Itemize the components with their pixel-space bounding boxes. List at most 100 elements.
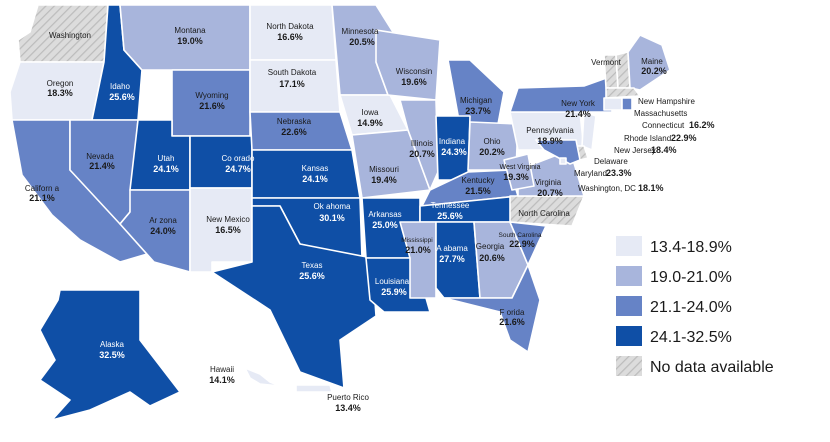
state-label-mo: Missouri [369,165,399,174]
state-value-dc: 18.1% [638,183,664,193]
state-label-il: Illinois [411,139,433,148]
legend-swatch-4 [616,326,642,346]
state-label-pr: Puerto Rico [327,393,369,402]
state-value-wy: 21.6% [199,101,225,111]
state-label-wi: Wisconsin [396,67,432,76]
state-label-hi: Hawaii [210,365,234,374]
state-value-va: 20.7% [537,188,563,198]
state-label-me: Maine [641,57,663,66]
state-label-nc: North Carolina [518,209,570,218]
state-value-ne: 22.6% [281,127,307,137]
state-ms [399,221,437,299]
state-value-wi: 19.6% [401,77,427,87]
state-label-ga: Georgia [476,242,505,251]
state-fl [443,264,541,353]
state-value-wv: 19.3% [503,172,529,182]
state-value-sd: 17.1% [279,79,305,89]
state-label-nm: New Mexico [206,215,250,224]
state-value-ut: 24.1% [153,164,179,174]
state-value-mn: 20.5% [349,37,375,47]
state-label-tn: Tennessee [431,201,470,210]
state-value-az: 24.0% [150,226,176,236]
state-label-va: Virginia [535,178,562,187]
state-value-la: 25.9% [381,287,407,297]
state-label-tx: Texas [302,261,323,270]
legend-swatch-5 [616,356,642,376]
state-pr [295,384,333,393]
state-ny [509,75,613,113]
state-label-de: Delaware [594,157,628,166]
state-ri [621,97,633,111]
state-value-hi: 14.1% [209,375,235,385]
state-label-id: Idaho [110,82,131,91]
state-value-fl: 21.6% [499,317,525,327]
state-value-oh: 20.2% [479,147,505,157]
state-value-al: 27.7% [439,254,465,264]
state-label-ia: Iowa [362,108,379,117]
state-value-or: 18.3% [47,88,73,98]
legend-label-3: 21.1-24.0% [650,299,732,316]
state-label-wv: West Virginia [500,164,541,171]
state-label-in: Indiana [439,137,466,146]
state-value-mi: 23.7% [465,106,491,116]
legend-swatch-1 [616,236,642,256]
state-value-mt: 19.0% [177,36,203,46]
state-value-id: 25.6% [109,92,135,102]
state-label-mt: Montana [174,26,206,35]
state-value-ak: 32.5% [99,350,125,360]
state-value-pr: 13.4% [335,403,361,413]
state-value-nm: 16.5% [215,225,241,235]
state-label-az: Ar zona [149,216,177,225]
state-label-ne: Nebraska [277,117,312,126]
state-hi [244,367,281,387]
state-label-ca: Californ a [25,184,60,193]
state-value-il: 20.7% [409,149,435,159]
state-label-ks: Kansas [302,164,329,173]
state-label-nv: Nevada [86,152,114,161]
state-value-md: 23.3% [606,168,632,178]
state-value-ms: 21.0% [405,245,431,255]
state-value-me: 20.2% [641,66,667,76]
state-label-mi: Michigan [460,96,492,105]
legend-label-5: No data available [650,359,774,376]
state-label-sd: South Dakota [268,68,317,77]
state-dc [559,157,567,165]
state-label-or: Oregon [47,79,74,88]
state-value-co: 24.7% [225,164,251,174]
state-label-sc: South Carolina [499,232,542,239]
legend-swatch-2 [616,266,642,286]
state-ak [39,289,181,421]
state-label-la: Louisiana [375,277,410,286]
state-label-ar: Arkansas [368,210,401,219]
state-label-pa: Pennsylvania [526,126,574,135]
state-value-tx: 25.6% [299,271,325,281]
state-value-ks: 24.1% [302,174,328,184]
state-value-in: 24.3% [441,147,467,157]
legend-label-1: 13.4-18.9% [650,239,732,256]
state-value-sc: 22.9% [509,239,535,249]
state-label-ok: Ok ahoma [314,202,351,211]
state-label-ak: Alaska [100,340,125,349]
state-label-ri: Rhode Island [624,134,671,143]
state-label-ky: Kentucky [462,176,495,185]
state-mi [447,59,505,127]
state-value-ia: 14.9% [357,118,383,128]
state-value-ct: 16.2% [689,120,715,130]
legend-swatch-3 [616,296,642,316]
state-ct [603,97,623,111]
state-label-al: A abama [436,244,468,253]
state-value-mo: 19.4% [371,175,397,185]
state-label-ct: Connecticut [642,121,685,130]
state-ma [605,87,641,99]
state-label-nd: North Dakota [266,22,314,31]
state-value-tn: 25.6% [437,211,463,221]
state-md [535,139,581,165]
state-value-pa: 18.9% [537,136,563,146]
state-label-fl: F orida [500,308,525,317]
state-il [399,99,439,191]
state-label-md: Maryland [574,169,607,178]
state-label-ms: Mississippi [401,237,432,244]
state-wi [375,29,441,101]
